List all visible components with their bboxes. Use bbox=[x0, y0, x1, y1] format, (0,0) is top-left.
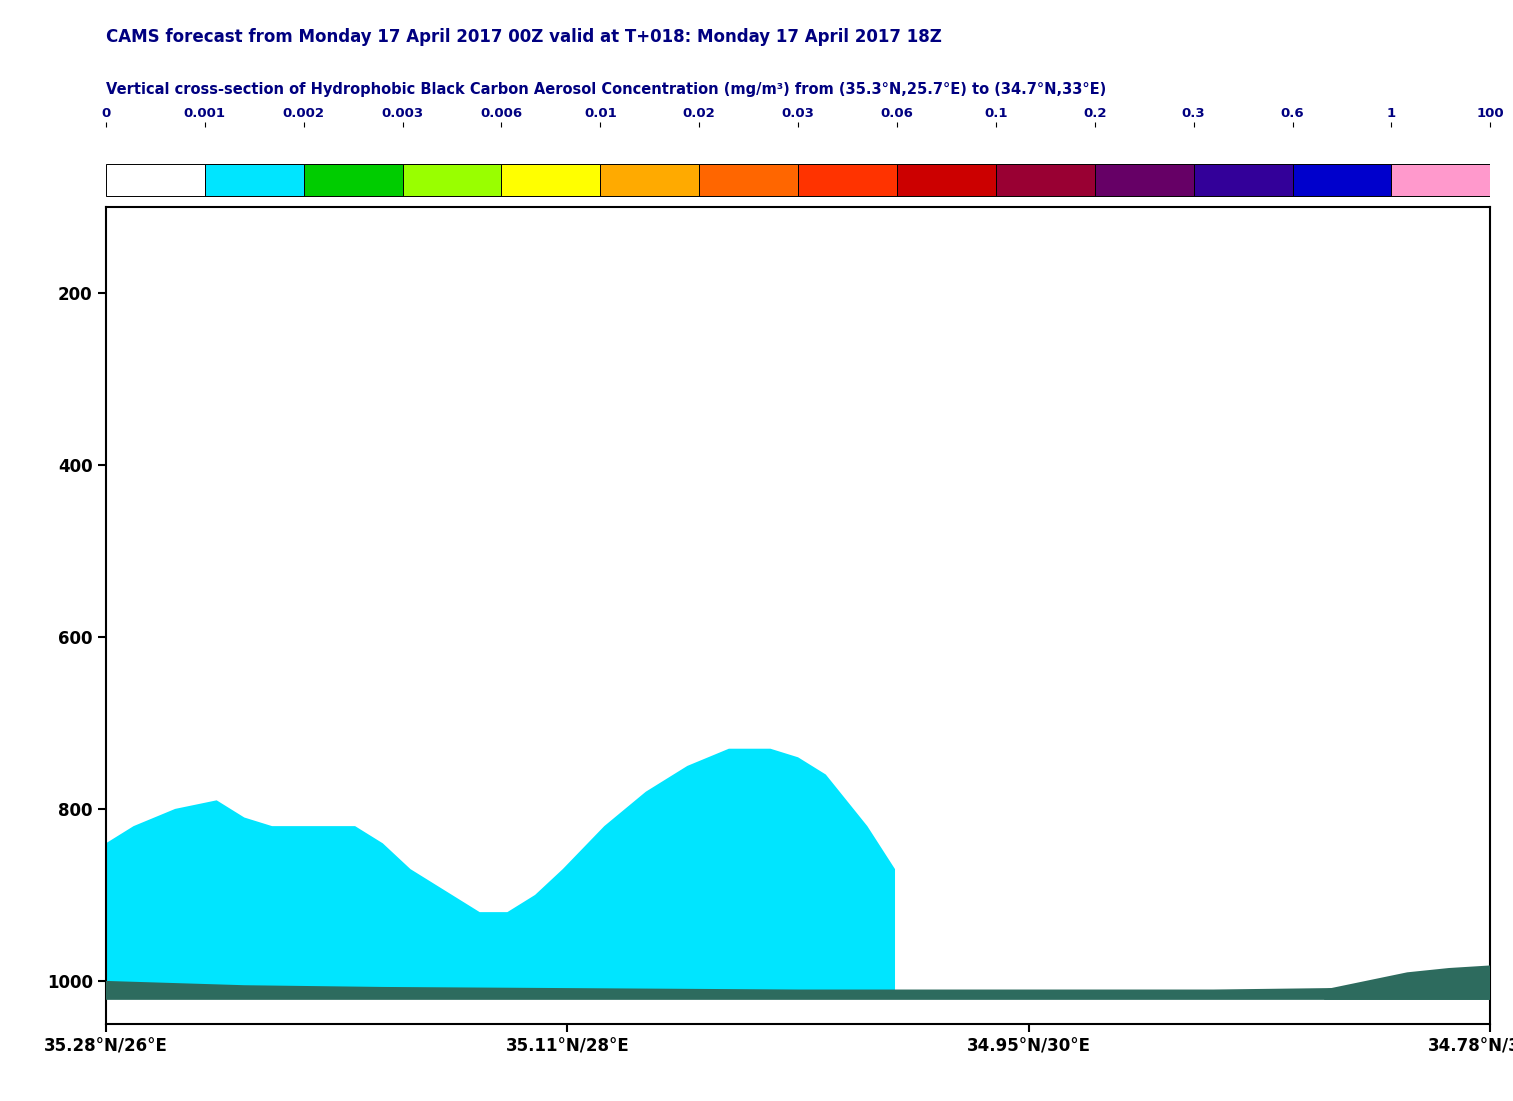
Polygon shape bbox=[1324, 966, 1490, 1000]
Bar bbox=[1095, 164, 1194, 196]
Polygon shape bbox=[106, 749, 896, 999]
Bar bbox=[1392, 164, 1490, 196]
Bar bbox=[601, 164, 699, 196]
Polygon shape bbox=[106, 985, 896, 999]
Bar bbox=[204, 164, 304, 196]
Bar bbox=[1194, 164, 1292, 196]
Bar bbox=[402, 164, 501, 196]
Text: Vertical cross-section of Hydrophobic Black Carbon Aerosol Concentration (mg/m³): Vertical cross-section of Hydrophobic Bl… bbox=[106, 83, 1106, 97]
Bar bbox=[1292, 164, 1392, 196]
Bar bbox=[699, 164, 799, 196]
Bar bbox=[304, 164, 402, 196]
Bar bbox=[797, 164, 897, 196]
Polygon shape bbox=[106, 981, 1490, 1000]
Bar bbox=[996, 164, 1095, 196]
Bar bbox=[106, 164, 204, 196]
Bar bbox=[897, 164, 996, 196]
Text: CAMS forecast from Monday 17 April 2017 00Z valid at T+018: Monday 17 April 2017: CAMS forecast from Monday 17 April 2017 … bbox=[106, 28, 941, 45]
Bar bbox=[501, 164, 601, 196]
